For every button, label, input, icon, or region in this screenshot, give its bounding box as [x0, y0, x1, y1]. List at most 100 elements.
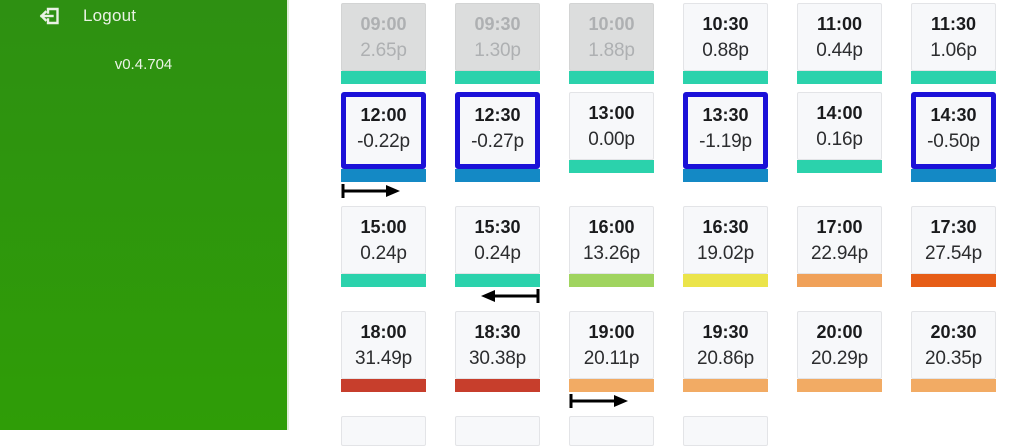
price-level-bar	[683, 379, 768, 392]
slot-price: 1.88p	[570, 37, 653, 65]
window-start-marker-icon	[341, 184, 426, 198]
slot-tile-stub[interactable]	[683, 416, 768, 446]
slot-time: 13:00	[570, 93, 653, 126]
slot-time: 20:00	[798, 312, 881, 345]
price-level-bar	[341, 379, 426, 392]
price-level-bar	[569, 274, 654, 287]
slot-time: 18:30	[456, 312, 539, 345]
slot-time: 13:30	[688, 97, 763, 128]
slot-price: -1.19p	[688, 128, 763, 156]
slot-price: 1.30p	[456, 37, 539, 65]
slot-price: 0.44p	[798, 37, 881, 65]
slot-price: 20.29p	[798, 345, 881, 373]
slot-tile-stub[interactable]	[569, 416, 654, 446]
price-level-bar	[797, 379, 882, 392]
slot-tile-1330[interactable]: 13:30-1.19p	[683, 92, 768, 169]
slot-price: 1.06p	[912, 37, 995, 65]
slot-price: 0.00p	[570, 126, 653, 154]
slot-tile-stub[interactable]	[455, 416, 540, 446]
slot-price: 27.54p	[912, 240, 995, 268]
slot-tile-stub[interactable]	[341, 416, 426, 446]
slot-time: 14:30	[916, 97, 991, 128]
slot-price: 13.26p	[570, 240, 653, 268]
slot-time: 18:00	[342, 312, 425, 345]
slot-cell-stub	[341, 416, 426, 446]
slot-time: 10:00	[570, 4, 653, 37]
window-end-marker-icon	[455, 289, 540, 303]
window-start-marker-icon	[569, 394, 654, 408]
slot-tile-1200[interactable]: 12:00-0.22p	[341, 92, 426, 169]
slot-time: 19:30	[684, 312, 767, 345]
slot-price: 0.88p	[684, 37, 767, 65]
slot-time: 10:30	[684, 4, 767, 37]
slot-cell-1430: 14:30-0.50p	[911, 92, 996, 182]
logout-icon	[37, 4, 62, 28]
slot-tile-1430[interactable]: 14:30-0.50p	[911, 92, 996, 169]
slot-time: 12:30	[460, 97, 535, 128]
slot-tile-1230[interactable]: 12:30-0.27p	[455, 92, 540, 169]
price-level-bar	[683, 71, 768, 84]
slot-price: 19.02p	[684, 240, 767, 268]
sidebar: Logout v0.4.704	[0, 0, 287, 430]
price-level-bar	[911, 169, 996, 182]
slot-price: 31.49p	[342, 345, 425, 373]
slot-price: 20.11p	[570, 345, 653, 373]
slot-cell-1200: 12:00-0.22p	[341, 92, 426, 198]
slot-price: 20.35p	[912, 345, 995, 373]
slot-price: -0.22p	[346, 128, 421, 156]
price-level-bar	[797, 160, 882, 173]
logout-button[interactable]: Logout	[0, 0, 287, 28]
slot-price: -0.27p	[460, 128, 535, 156]
slot-time: 17:30	[912, 207, 995, 240]
slot-cell-1330: 13:30-1.19p	[683, 92, 768, 182]
slot-time: 11:00	[798, 4, 881, 37]
logout-label: Logout	[83, 6, 136, 26]
price-level-bar	[683, 169, 768, 182]
price-level-bar	[341, 169, 426, 182]
price-level-bar	[683, 274, 768, 287]
slot-price: 0.24p	[456, 240, 539, 268]
slot-price: 0.16p	[798, 126, 881, 154]
slot-time: 09:00	[342, 4, 425, 37]
slot-time: 15:00	[342, 207, 425, 240]
price-level-bar	[797, 274, 882, 287]
price-level-bar	[911, 274, 996, 287]
slot-price: 0.24p	[342, 240, 425, 268]
slot-cell-stub	[683, 416, 768, 446]
slot-time: 19:00	[570, 312, 653, 345]
